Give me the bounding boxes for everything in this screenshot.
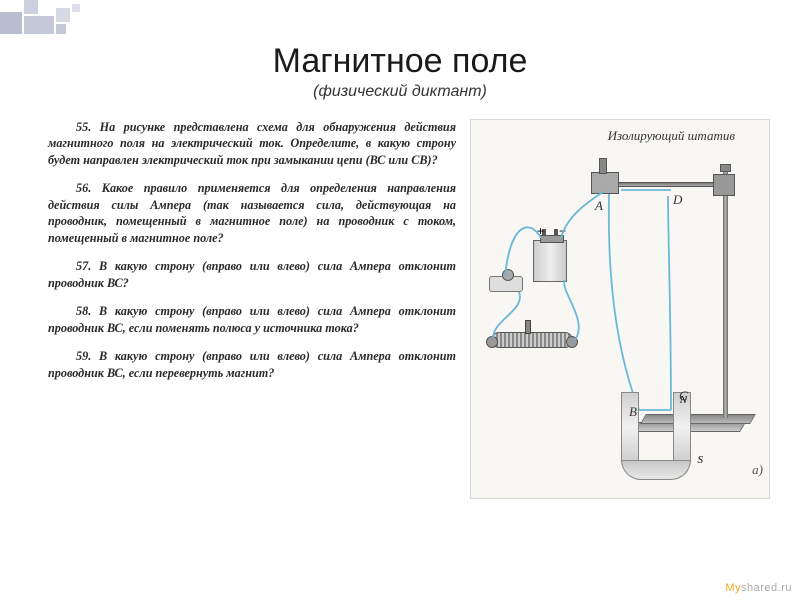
question-55: 55. На рисунке представлена схема для об… [48, 119, 456, 168]
question-56: 56. Какое правило применяется для опреде… [48, 180, 456, 246]
corner-decoration [0, 0, 180, 40]
point-c: C [679, 388, 688, 404]
page-subtitle: (физический диктант) [0, 83, 800, 101]
deco-square [24, 16, 54, 34]
point-a: A [595, 198, 603, 214]
question-58: 58. В какую строну (вправо или влево) си… [48, 303, 456, 336]
watermark: Мyshared.ru [725, 582, 792, 594]
deco-square [72, 4, 80, 12]
deco-square [56, 8, 70, 22]
watermark-prefix: Мy [725, 582, 741, 594]
question-57: 57. В какую строну (вправо или влево) си… [48, 258, 456, 291]
point-b: B [629, 404, 637, 420]
question-59: 59. В какую строну (вправо или влево) си… [48, 348, 456, 381]
deco-square [0, 12, 22, 34]
figure-panel-label: а) [752, 462, 763, 478]
content-row: 55. На рисунке представлена схема для об… [0, 101, 800, 499]
deco-square [24, 0, 38, 14]
physics-figure: Изолирующий штатив + − [470, 119, 770, 499]
magnet-pole-s: S [698, 454, 704, 466]
page-title: Магнитное поле [0, 42, 800, 81]
questions-column: 55. На рисунке представлена схема для об… [48, 119, 456, 499]
deco-square [56, 24, 66, 34]
watermark-suffix: shared.ru [741, 582, 792, 594]
point-d: D [673, 192, 682, 208]
